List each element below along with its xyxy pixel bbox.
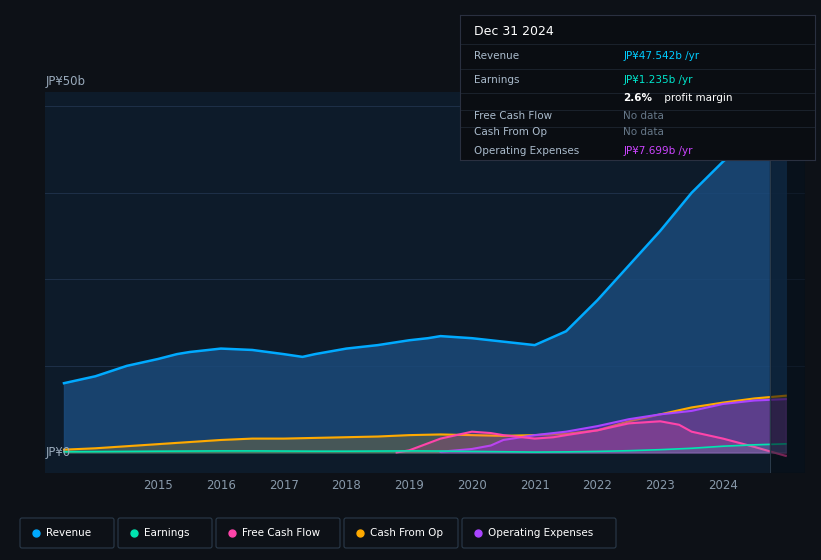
- Bar: [770, 92, 805, 473]
- Text: JP¥0: JP¥0: [45, 446, 71, 459]
- Text: JP¥47.542b /yr: JP¥47.542b /yr: [623, 52, 699, 62]
- Text: Earnings: Earnings: [144, 528, 190, 538]
- Text: No data: No data: [623, 128, 664, 137]
- Text: Operating Expenses: Operating Expenses: [475, 146, 580, 156]
- Text: Earnings: Earnings: [475, 74, 520, 85]
- Text: No data: No data: [623, 111, 664, 121]
- Text: Operating Expenses: Operating Expenses: [488, 528, 594, 538]
- Text: Cash From Op: Cash From Op: [370, 528, 443, 538]
- Text: Free Cash Flow: Free Cash Flow: [475, 111, 553, 121]
- Text: JP¥7.699b /yr: JP¥7.699b /yr: [623, 146, 693, 156]
- Text: JP¥1.235b /yr: JP¥1.235b /yr: [623, 74, 693, 85]
- Text: Dec 31 2024: Dec 31 2024: [475, 25, 554, 38]
- Text: Free Cash Flow: Free Cash Flow: [242, 528, 320, 538]
- Text: Cash From Op: Cash From Op: [475, 128, 548, 137]
- Text: JP¥50b: JP¥50b: [45, 76, 85, 88]
- Text: profit margin: profit margin: [661, 92, 732, 102]
- Text: Revenue: Revenue: [475, 52, 520, 62]
- Text: 2.6%: 2.6%: [623, 92, 653, 102]
- Text: Revenue: Revenue: [46, 528, 91, 538]
